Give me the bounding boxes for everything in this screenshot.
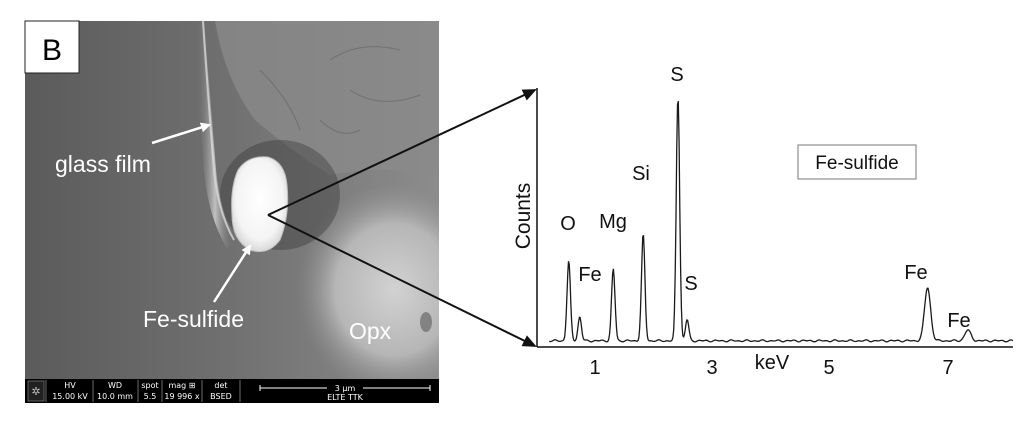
fe-sulfide-grain	[231, 156, 289, 253]
panel-label: B	[42, 34, 62, 67]
opx-region	[260, 180, 439, 379]
databar-value-mag: 19 996 x	[164, 392, 200, 401]
glass-film-arrow	[151, 122, 211, 145]
spectrum-line	[549, 101, 1014, 343]
databar-value-hv: 15.00 kV	[52, 392, 88, 401]
peak-label-fe-ka: Fe	[904, 262, 927, 284]
upper-texture-region	[215, 21, 439, 175]
sem-image: B glass film Fe-sulfide Opx ✲ HV WD spot…	[24, 20, 439, 403]
x-tick-label: 3	[706, 357, 717, 379]
databar-value-wd: 10.0 mm	[97, 392, 133, 401]
x-tick-label: 7	[942, 357, 953, 379]
panel-label-box	[24, 20, 80, 74]
x-tick-label: 1	[589, 357, 600, 379]
databar-logo	[27, 380, 45, 402]
crack-lines	[259, 46, 421, 134]
institution-label: ELTE TTK	[327, 393, 364, 402]
peak-label-s-ka: S	[670, 64, 683, 86]
databar-value-det: BSED	[210, 392, 232, 401]
dark-spot	[420, 312, 432, 332]
databar-header-mag: mag ⊞	[168, 381, 195, 390]
legend-box: Fe-sulfide	[797, 144, 917, 180]
sem-databar: ✲ HV WD spot mag ⊞ det 15.00 kV 10.0 mm …	[25, 379, 439, 403]
logo-glyph: ✲	[31, 385, 40, 398]
databar-value-spot: 5.5	[144, 392, 157, 401]
connector-arrow-top	[267, 89, 537, 216]
opx-label: Opx	[349, 318, 392, 344]
peak-label-fe-l: Fe	[578, 264, 601, 286]
eds-spectrum-chart: Counts 1 3 5 7 keV O Fe Mg Si S S Fe Fe …	[512, 64, 1014, 379]
peak-label-mg: Mg	[599, 211, 627, 233]
y-axis-label: Counts	[512, 183, 535, 250]
x-tick-label: 5	[823, 357, 834, 379]
databar-header-hv: HV	[64, 381, 76, 390]
connector-arrow-bottom	[267, 214, 537, 347]
databar-header-spot: spot	[141, 381, 158, 390]
databar-header-det: det	[214, 381, 227, 390]
x-ticks: 1 3 5 7	[589, 357, 953, 379]
databar-header-wd: WD	[108, 381, 122, 390]
glass-film-edge	[202, 20, 235, 241]
peak-label-fe-kb: Fe	[947, 310, 970, 332]
peak-label-s-kb: S	[684, 273, 697, 295]
peak-label-si: Si	[632, 163, 650, 185]
fe-sulfide-arrow	[212, 244, 252, 303]
scale-bar-label: 3 µm	[335, 384, 356, 393]
legend-label: Fe-sulfide	[815, 153, 898, 174]
fe-sulfide-sem-label: Fe-sulfide	[143, 306, 244, 332]
x-axis-label: keV	[755, 352, 790, 374]
glass-film-line	[192, 20, 238, 249]
peak-labels: O Fe Mg Si S S Fe Fe	[560, 64, 970, 332]
glass-film-label: glass film	[55, 151, 151, 177]
databar-background	[25, 379, 439, 403]
peak-label-o: O	[560, 213, 576, 235]
